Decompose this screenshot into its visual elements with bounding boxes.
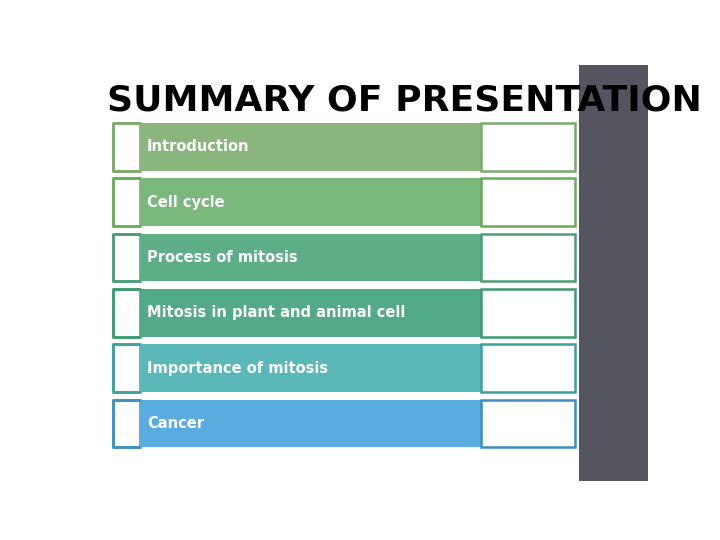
Bar	[140, 123, 481, 171]
Bar	[140, 344, 481, 392]
Bar	[114, 123, 140, 171]
Bar	[579, 65, 648, 481]
Text: Cell cycle: Cell cycle	[147, 195, 225, 210]
Bar	[140, 234, 481, 281]
Text: Importance of mitosis: Importance of mitosis	[147, 361, 328, 376]
Bar	[114, 344, 140, 392]
Bar	[114, 400, 140, 447]
Bar	[481, 344, 575, 392]
Bar	[140, 400, 481, 447]
Bar	[140, 178, 481, 226]
Bar	[481, 123, 575, 171]
Bar	[481, 234, 575, 281]
Bar	[481, 289, 575, 337]
Text: Mitosis in plant and animal cell: Mitosis in plant and animal cell	[147, 305, 405, 320]
Bar	[481, 178, 575, 226]
Bar	[114, 289, 140, 337]
Bar	[114, 178, 140, 226]
Bar	[140, 289, 481, 337]
Text: Introduction: Introduction	[147, 139, 249, 154]
Bar	[481, 400, 575, 447]
Text: SUMMARY OF PRESENTATION: SUMMARY OF PRESENTATION	[107, 84, 701, 118]
Text: Cancer: Cancer	[147, 416, 204, 431]
Text: Process of mitosis: Process of mitosis	[147, 250, 297, 265]
Bar	[114, 234, 140, 281]
